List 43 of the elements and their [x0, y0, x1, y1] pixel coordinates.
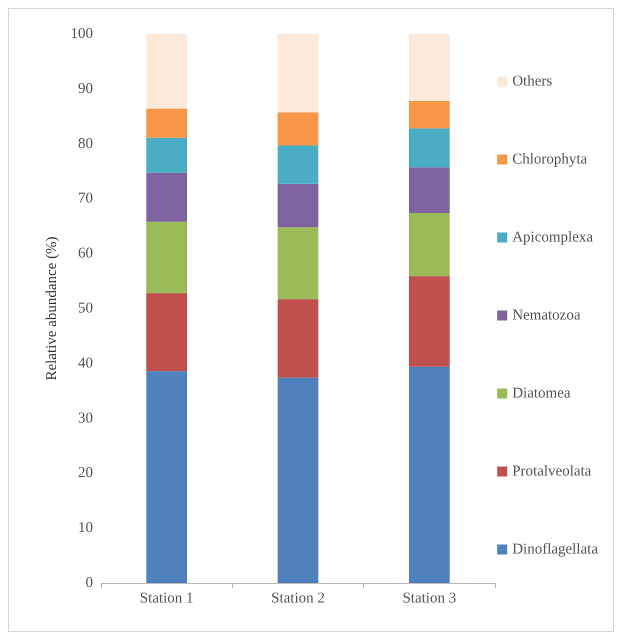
bar	[408, 167, 450, 213]
y-axis-title: Relative abundance (%)	[44, 236, 60, 381]
bar	[408, 276, 450, 367]
bar	[408, 128, 450, 168]
bar	[278, 145, 318, 184]
bar	[146, 34, 188, 109]
legend-label: Dinoflagellata	[512, 542, 598, 558]
legend-label: Diatomea	[512, 386, 571, 402]
bar	[278, 378, 318, 583]
legend-label: Apicomplexa	[512, 230, 594, 246]
bar	[146, 293, 188, 372]
bar	[408, 212, 450, 276]
bar	[146, 222, 188, 294]
y-tick-label: 100	[70, 26, 93, 42]
legend-label: Protalveolata	[512, 464, 592, 480]
bar	[408, 100, 450, 128]
legend-label: Nematozoa	[512, 308, 581, 324]
y-tick-label: 70	[78, 190, 93, 207]
bar	[278, 184, 318, 228]
y-tick-label: 20	[78, 465, 93, 482]
x-tick-label: Station 1	[140, 590, 194, 606]
bar	[278, 34, 318, 113]
x-tick-label: Station 2	[271, 590, 325, 606]
y-tick-label: 30	[78, 410, 93, 426]
bar	[278, 299, 318, 378]
bar	[408, 366, 450, 583]
bar	[278, 112, 318, 146]
y-tick-label: 80	[78, 136, 93, 152]
y-tick-label: 40	[78, 355, 93, 372]
bar	[278, 227, 318, 300]
bar	[146, 108, 188, 138]
bar	[146, 172, 188, 222]
y-tick-label: 0	[86, 575, 93, 591]
legend-label: Others	[512, 74, 552, 90]
y-tick-label: 50	[78, 300, 93, 316]
legend-label: Chlorophyta	[512, 152, 588, 168]
x-tick-label: Station 3	[402, 590, 456, 606]
y-tick-label: 60	[78, 246, 93, 262]
bar	[146, 371, 188, 583]
bar	[146, 138, 188, 173]
bar	[408, 34, 450, 101]
y-tick-label: 90	[78, 80, 93, 97]
y-tick-label: 10	[78, 520, 93, 536]
